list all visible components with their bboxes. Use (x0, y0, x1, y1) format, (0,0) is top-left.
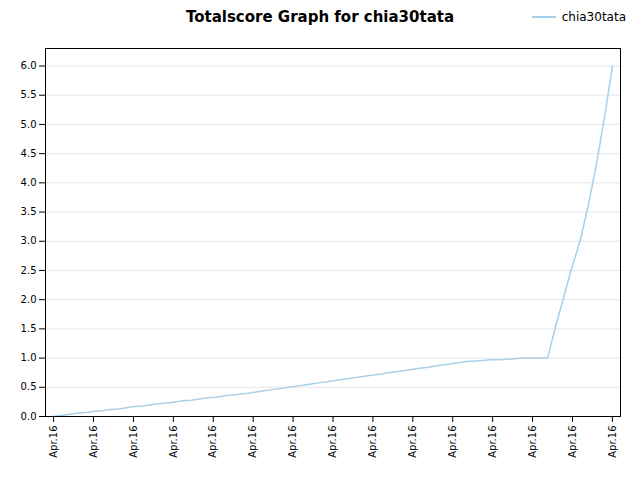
svg-text:Apr.16: Apr.16 (327, 426, 338, 458)
svg-text:Apr.16: Apr.16 (247, 426, 258, 458)
svg-text:Apr.16: Apr.16 (367, 426, 378, 458)
svg-text:0.0: 0.0 (21, 411, 37, 422)
svg-text:5.5: 5.5 (21, 89, 37, 100)
svg-text:Apr.16: Apr.16 (447, 426, 458, 458)
svg-text:Apr.16: Apr.16 (48, 426, 59, 458)
svg-text:Apr.16: Apr.16 (168, 426, 179, 458)
svg-text:2.5: 2.5 (21, 265, 37, 276)
svg-text:4.5: 4.5 (21, 148, 37, 159)
svg-text:Apr.16: Apr.16 (128, 426, 139, 458)
svg-text:3.0: 3.0 (21, 235, 37, 246)
svg-text:Apr.16: Apr.16 (567, 426, 578, 458)
svg-text:6.0: 6.0 (21, 60, 37, 71)
svg-text:Apr.16: Apr.16 (527, 426, 538, 458)
html-text:Totalscore Graph for chia30tat: Totalscore Graph for chia30tata (185, 8, 455, 26)
svg-text:Apr.16: Apr.16 (487, 426, 498, 458)
svg-text:Apr.16: Apr.16 (88, 426, 99, 458)
svg-text:0.5: 0.5 (21, 381, 37, 392)
svg-text:5.0: 5.0 (21, 119, 37, 130)
svg-text:3.5: 3.5 (21, 206, 37, 217)
svg-text:1.5: 1.5 (21, 323, 37, 334)
svg-text:4.0: 4.0 (21, 177, 37, 188)
html-text:chia30tata: chia30tata (561, 10, 626, 24)
svg-text:Apr.16: Apr.16 (607, 426, 618, 458)
svg-text:Apr.16: Apr.16 (287, 426, 298, 458)
svg-text:Apr.16: Apr.16 (207, 426, 218, 458)
svg-text:2.0: 2.0 (21, 294, 37, 305)
svg-text:1.0: 1.0 (21, 352, 37, 363)
svg-text:Apr.16: Apr.16 (407, 426, 418, 458)
